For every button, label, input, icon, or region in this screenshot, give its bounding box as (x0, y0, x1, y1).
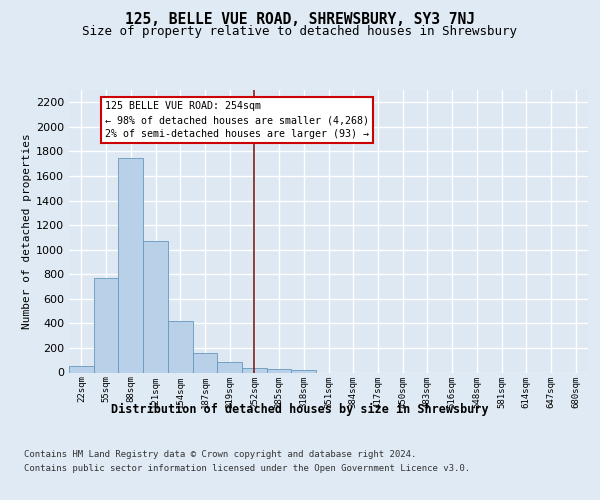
Bar (143, 241, 168, 372)
Text: Size of property relative to detached houses in Shrewsbury: Size of property relative to detached ho… (83, 25, 517, 38)
Bar (193, 354, 217, 372)
Text: Distribution of detached houses by size in Shrewsbury: Distribution of detached houses by size … (111, 402, 489, 415)
Text: Contains public sector information licensed under the Open Government Licence v3: Contains public sector information licen… (24, 464, 470, 473)
Y-axis label: Number of detached properties: Number of detached properties (22, 134, 32, 329)
Bar (94, 278, 118, 372)
Text: 125, BELLE VUE ROAD, SHREWSBURY, SY3 7NJ: 125, BELLE VUE ROAD, SHREWSBURY, SY3 7NJ (125, 12, 475, 28)
Bar (69, 366, 94, 372)
Bar (118, 158, 143, 372)
Bar (168, 321, 193, 372)
Bar (267, 368, 292, 372)
Bar (292, 370, 316, 372)
Bar (217, 362, 242, 372)
Text: Contains HM Land Registry data © Crown copyright and database right 2024.: Contains HM Land Registry data © Crown c… (24, 450, 416, 459)
Text: 125 BELLE VUE ROAD: 254sqm
← 98% of detached houses are smaller (4,268)
2% of se: 125 BELLE VUE ROAD: 254sqm ← 98% of deta… (105, 101, 369, 139)
Bar (242, 368, 267, 372)
